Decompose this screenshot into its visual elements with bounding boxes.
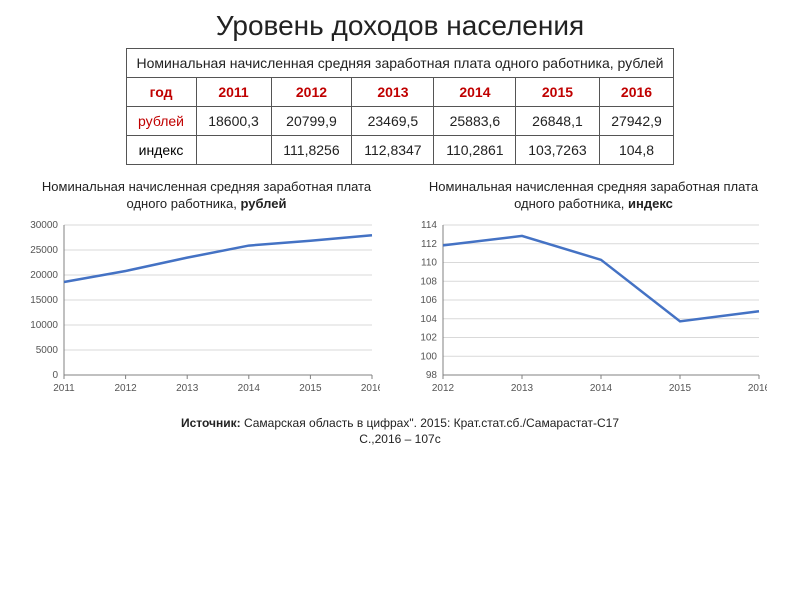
svg-text:2015: 2015 xyxy=(669,383,692,394)
chart-right-title-prefix: Номинальная начисленная средняя заработн… xyxy=(429,179,758,211)
cell: 26848,1 xyxy=(516,107,599,136)
year-2015: 2015 xyxy=(516,78,599,107)
source-line1: Самарская область в цифрах". 2015: Крат.… xyxy=(241,416,619,430)
cell: 20799,9 xyxy=(271,107,352,136)
svg-text:2013: 2013 xyxy=(176,383,199,394)
table-row: рублей 18600,3 20799,9 23469,5 25883,6 2… xyxy=(126,107,674,136)
svg-text:2013: 2013 xyxy=(511,383,534,394)
chart-right-box: Номинальная начисленная средняя заработн… xyxy=(407,179,780,399)
svg-text:102: 102 xyxy=(420,332,437,343)
svg-text:98: 98 xyxy=(426,370,438,381)
year-2014: 2014 xyxy=(434,78,516,107)
chart-left: 0 5000 10000 15000 20000 25000 30000 2011 2012 20… xyxy=(20,219,380,399)
chart-right: 98 100 102 104 106 108 110 112 114 2012 2013 2014 20… xyxy=(407,219,767,399)
svg-text:20000: 20000 xyxy=(30,270,58,281)
svg-text:30000: 30000 xyxy=(30,220,58,231)
cell: 110,2861 xyxy=(434,136,516,165)
svg-text:5000: 5000 xyxy=(36,345,59,356)
svg-text:0: 0 xyxy=(52,370,58,381)
year-label: год xyxy=(126,78,196,107)
source-label: Источник: xyxy=(181,416,241,430)
year-2013: 2013 xyxy=(352,78,434,107)
svg-text:110: 110 xyxy=(421,257,437,268)
svg-text:2011: 2011 xyxy=(53,383,75,394)
cell: 111,8256 xyxy=(271,136,352,165)
svg-text:2016: 2016 xyxy=(748,383,767,394)
chart-left-title-prefix: Номинальная начисленная средняя заработн… xyxy=(42,179,371,211)
year-2011: 2011 xyxy=(196,78,271,107)
row-label-index: индекс xyxy=(126,136,196,165)
svg-text:10000: 10000 xyxy=(30,320,58,331)
wages-table: Номинальная начисленная средняя заработн… xyxy=(126,48,675,165)
svg-text:106: 106 xyxy=(420,295,437,306)
source-line2: С.,2016 – 107с xyxy=(359,432,440,446)
svg-text:108: 108 xyxy=(420,276,437,287)
chart-left-title-bold: рублей xyxy=(240,196,286,211)
page-title: Уровень доходов населения xyxy=(20,10,780,42)
year-2012: 2012 xyxy=(271,78,352,107)
chart-right-title-bold: индекс xyxy=(628,196,673,211)
svg-text:25000: 25000 xyxy=(30,245,58,256)
svg-text:2016: 2016 xyxy=(361,383,380,394)
svg-text:2012: 2012 xyxy=(114,383,137,394)
svg-text:104: 104 xyxy=(420,314,437,325)
svg-text:2015: 2015 xyxy=(299,383,322,394)
cell: 23469,5 xyxy=(352,107,434,136)
cell xyxy=(196,136,271,165)
cell: 112,8347 xyxy=(352,136,434,165)
chart-right-title: Номинальная начисленная средняя заработн… xyxy=(407,179,780,213)
cell: 25883,6 xyxy=(434,107,516,136)
cell: 18600,3 xyxy=(196,107,271,136)
table-header-row: год 2011 2012 2013 2014 2015 2016 xyxy=(126,78,674,107)
year-2016: 2016 xyxy=(599,78,674,107)
row-label-rubles: рублей xyxy=(126,107,196,136)
table-row: индекс 111,8256 112,8347 110,2861 103,72… xyxy=(126,136,674,165)
chart-left-title: Номинальная начисленная средняя заработн… xyxy=(20,179,393,213)
cell: 27942,9 xyxy=(599,107,674,136)
table-caption: Номинальная начисленная средняя заработн… xyxy=(126,49,674,78)
svg-text:112: 112 xyxy=(421,239,437,250)
svg-text:2012: 2012 xyxy=(432,383,455,394)
svg-text:100: 100 xyxy=(420,351,437,362)
svg-text:2014: 2014 xyxy=(238,383,261,394)
source-text: Источник: Самарская область в цифрах". 2… xyxy=(20,415,780,447)
cell: 104,8 xyxy=(599,136,674,165)
svg-text:114: 114 xyxy=(421,220,437,231)
svg-text:2014: 2014 xyxy=(590,383,613,394)
chart-left-box: Номинальная начисленная средняя заработн… xyxy=(20,179,393,399)
cell: 103,7263 xyxy=(516,136,599,165)
svg-text:15000: 15000 xyxy=(30,295,58,306)
